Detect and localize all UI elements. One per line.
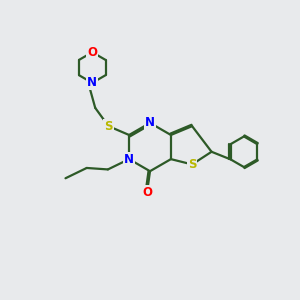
Text: N: N bbox=[124, 153, 134, 166]
Text: S: S bbox=[188, 158, 197, 171]
Text: N: N bbox=[87, 76, 97, 89]
Text: N: N bbox=[145, 116, 155, 129]
Text: S: S bbox=[104, 120, 113, 133]
Text: O: O bbox=[142, 186, 152, 199]
Text: O: O bbox=[87, 46, 97, 59]
